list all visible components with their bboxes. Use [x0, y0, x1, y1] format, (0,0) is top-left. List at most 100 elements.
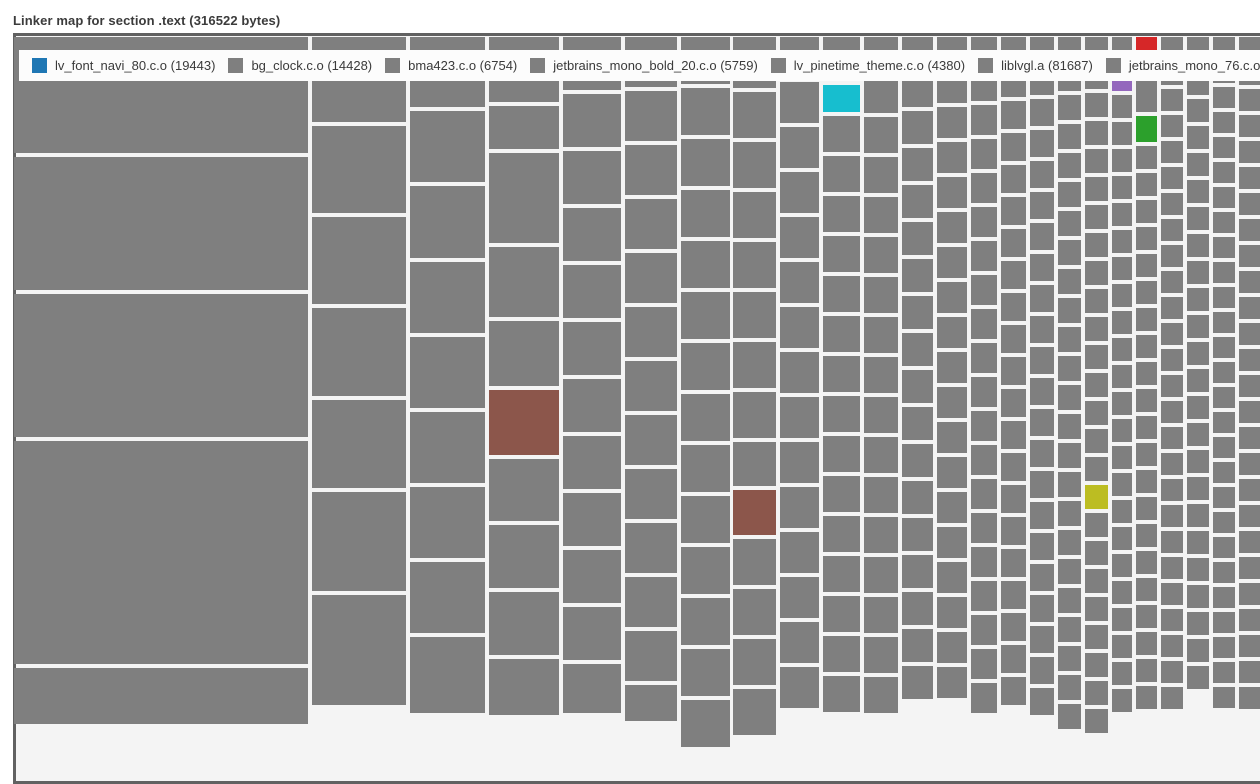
treemap-cell[interactable]: [489, 390, 559, 455]
treemap-cell[interactable]: [312, 217, 406, 304]
treemap-cell[interactable]: [1112, 149, 1132, 172]
treemap-cell[interactable]: [864, 237, 898, 273]
treemap-cell[interactable]: [1161, 193, 1183, 215]
treemap-cell[interactable]: [1239, 271, 1260, 293]
treemap-cell[interactable]: [823, 85, 860, 112]
treemap-cell[interactable]: [971, 411, 997, 441]
treemap-cell[interactable]: [780, 307, 819, 348]
treemap-cell[interactable]: [733, 392, 776, 438]
treemap-cell[interactable]: [971, 105, 997, 135]
treemap-cell[interactable]: [1112, 257, 1132, 280]
treemap-cell[interactable]: [1001, 325, 1026, 353]
treemap-cell[interactable]: [1161, 219, 1183, 241]
treemap-cell[interactable]: [971, 649, 997, 679]
treemap-cell[interactable]: [681, 343, 730, 390]
treemap-cell[interactable]: [1112, 635, 1132, 658]
treemap-cell[interactable]: [625, 469, 677, 519]
treemap-cell[interactable]: [1161, 453, 1183, 475]
treemap-cell[interactable]: [1187, 153, 1209, 176]
treemap-cell[interactable]: [1001, 677, 1026, 705]
treemap-cell[interactable]: [1112, 203, 1132, 226]
treemap-cell[interactable]: [1085, 289, 1108, 313]
treemap-cell[interactable]: [625, 523, 677, 573]
treemap-cell[interactable]: [1161, 531, 1183, 553]
treemap-cell[interactable]: [625, 361, 677, 411]
treemap-cell[interactable]: [971, 207, 997, 237]
treemap-cell[interactable]: [1213, 587, 1235, 608]
treemap-cell[interactable]: [823, 396, 860, 432]
treemap-cell[interactable]: [971, 139, 997, 169]
treemap-cell[interactable]: [1161, 271, 1183, 293]
treemap-cell[interactable]: [312, 492, 406, 591]
treemap-cell[interactable]: [1187, 531, 1209, 554]
treemap-cell[interactable]: [1030, 409, 1054, 436]
treemap-cell[interactable]: [937, 457, 967, 488]
treemap-cell[interactable]: [14, 157, 308, 290]
treemap-cell[interactable]: [971, 309, 997, 339]
treemap-cell[interactable]: [1112, 419, 1132, 442]
treemap-cell[interactable]: [937, 562, 967, 593]
treemap-cell[interactable]: [1239, 349, 1260, 371]
treemap-cell[interactable]: [1239, 635, 1260, 657]
treemap-cell[interactable]: [733, 689, 776, 735]
treemap-cell[interactable]: [1161, 583, 1183, 605]
treemap-cell[interactable]: [1001, 197, 1026, 225]
treemap-cell[interactable]: [823, 596, 860, 632]
treemap-cell[interactable]: [780, 172, 819, 213]
treemap-cell[interactable]: [1085, 429, 1108, 453]
treemap-cell[interactable]: [1213, 662, 1235, 683]
treemap-cell[interactable]: [1161, 115, 1183, 137]
treemap-cell[interactable]: [937, 282, 967, 313]
treemap-cell[interactable]: [1213, 462, 1235, 483]
treemap-cell[interactable]: [1001, 165, 1026, 193]
treemap-cell[interactable]: [864, 637, 898, 673]
treemap-cell[interactable]: [563, 493, 621, 546]
treemap-cell[interactable]: [1112, 338, 1132, 361]
treemap-cell[interactable]: [1030, 626, 1054, 653]
treemap-cell[interactable]: [1239, 531, 1260, 553]
treemap-cell[interactable]: [780, 532, 819, 573]
treemap-cell[interactable]: [1085, 681, 1108, 705]
treemap-cell[interactable]: [1213, 487, 1235, 508]
treemap-cell[interactable]: [971, 275, 997, 305]
treemap-cell[interactable]: [971, 683, 997, 713]
treemap-cell[interactable]: [1136, 686, 1157, 709]
treemap-cell[interactable]: [1136, 146, 1157, 169]
treemap-cell[interactable]: [823, 276, 860, 312]
treemap-cell[interactable]: [1161, 375, 1183, 397]
treemap-cell[interactable]: [823, 156, 860, 192]
treemap-cell[interactable]: [410, 337, 485, 408]
treemap-cell[interactable]: [1058, 240, 1081, 265]
treemap-cell[interactable]: [1239, 401, 1260, 423]
treemap-cell[interactable]: [1213, 262, 1235, 283]
treemap-cell[interactable]: [1112, 554, 1132, 577]
treemap-cell[interactable]: [1239, 245, 1260, 267]
treemap-cell[interactable]: [1001, 133, 1026, 161]
treemap-cell[interactable]: [1030, 99, 1054, 126]
treemap-cell[interactable]: [1213, 112, 1235, 133]
treemap-cell[interactable]: [1161, 661, 1183, 683]
treemap-cell[interactable]: [312, 308, 406, 396]
treemap-cell[interactable]: [681, 241, 730, 288]
treemap-cell[interactable]: [733, 192, 776, 238]
treemap-cell[interactable]: [902, 518, 933, 551]
treemap-cell[interactable]: [1085, 317, 1108, 341]
treemap-cell[interactable]: [1112, 581, 1132, 604]
treemap-cell[interactable]: [625, 685, 677, 721]
treemap-cell[interactable]: [489, 321, 559, 386]
treemap-cell[interactable]: [733, 92, 776, 138]
treemap-cell[interactable]: [1058, 356, 1081, 381]
treemap-cell[interactable]: [733, 242, 776, 288]
treemap-cell[interactable]: [1058, 617, 1081, 642]
treemap-cell[interactable]: [563, 265, 621, 318]
treemap-cell[interactable]: [410, 186, 485, 258]
treemap-cell[interactable]: [1161, 167, 1183, 189]
treemap-cell[interactable]: [1213, 387, 1235, 408]
treemap-cell[interactable]: [1187, 126, 1209, 149]
treemap-cell[interactable]: [733, 490, 776, 535]
treemap-cell[interactable]: [1085, 625, 1108, 649]
treemap-cell[interactable]: [1112, 311, 1132, 334]
treemap-cell[interactable]: [489, 247, 559, 317]
treemap-cell[interactable]: [937, 597, 967, 628]
treemap-cell[interactable]: [733, 442, 776, 486]
